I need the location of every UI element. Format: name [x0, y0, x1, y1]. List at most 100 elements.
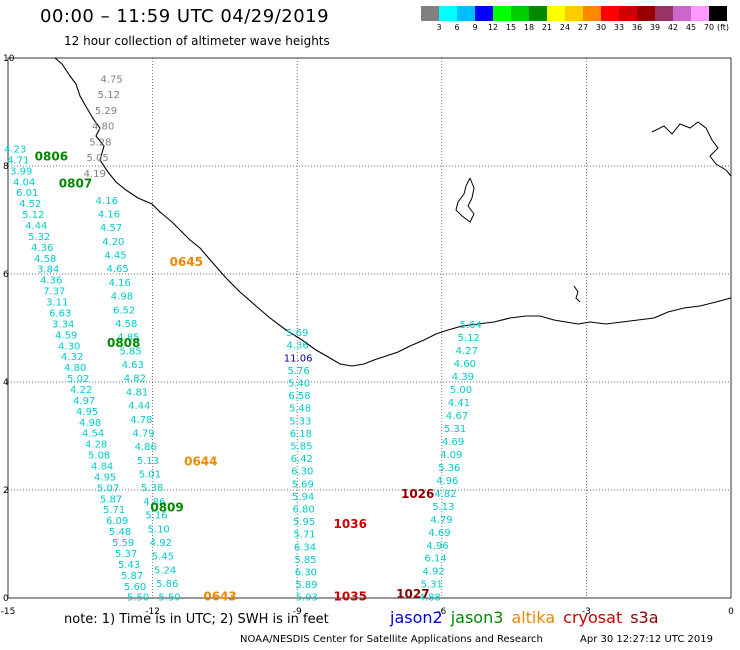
swh-value: 5.95 — [293, 517, 315, 528]
lake-outline — [455, 177, 475, 223]
satellite-key-item: s3a — [630, 608, 659, 627]
satellite-key-item: cryosat — [563, 608, 623, 627]
swh-value: 5.24 — [154, 565, 176, 576]
x-tick-label: -15 — [1, 607, 16, 617]
swh-value: 4.36 — [287, 341, 309, 352]
swh-value: 4.57 — [100, 223, 122, 234]
pass-time-label: 0644 — [184, 455, 217, 469]
legend-label: 6 — [454, 23, 460, 32]
pass-time-label: 0806 — [35, 150, 68, 164]
swh-value: 6.80 — [292, 505, 314, 516]
page-subtitle: 12 hour collection of altimeter wave hei… — [64, 34, 330, 48]
swh-value: 4.75 — [100, 74, 122, 85]
legend-swatch — [637, 6, 655, 21]
legend-label: 15 — [505, 23, 517, 32]
swh-value: 4.79 — [430, 515, 452, 526]
swh-value: 6.09 — [106, 516, 128, 527]
swh-value: 4.44 — [25, 221, 47, 232]
pass-time-label: 1035 — [334, 590, 367, 604]
x-tick-label: -3 — [582, 607, 591, 617]
swh-value: 4.65 — [106, 264, 128, 275]
swh-value: 6.18 — [290, 429, 312, 440]
swh-value: 4.92 — [423, 567, 445, 578]
swh-value: 3.34 — [52, 319, 74, 330]
swh-value: 5.85 — [119, 346, 141, 357]
swh-value: 4.96 — [426, 541, 448, 552]
legend-label: 70 — [703, 23, 715, 32]
swh-value: 4.82 — [124, 374, 146, 385]
swh-value: 4.85 — [117, 333, 139, 344]
altimeter-tracks: 4.234.713.994.046.014.525.124.445.324.36… — [4, 74, 482, 603]
swh-value: 5.59 — [112, 538, 134, 549]
swh-value: 6.14 — [424, 554, 446, 565]
swh-value: 4.88 — [419, 593, 441, 604]
swh-value: 5.89 — [295, 580, 317, 591]
swh-value: 4.54 — [82, 429, 104, 440]
legend-label: 3 — [436, 23, 442, 32]
swh-value: 4.39 — [452, 372, 474, 383]
swh-value: 4.71 — [7, 155, 29, 166]
swh-value: 5.31 — [444, 424, 466, 435]
legend-label: 33 — [613, 23, 625, 32]
legend-label: 30 — [595, 23, 607, 32]
swh-value: 4.82 — [434, 489, 456, 500]
color-legend: 3 6 9 12 15 18 21 24 27 30 33 36 39 42 45 70 (ft) — [421, 6, 730, 33]
swh-value: 4.20 — [102, 237, 124, 248]
swh-value: 6.63 — [49, 308, 71, 319]
swh-value: 4.69 — [442, 437, 464, 448]
swh-value: 4.63 — [122, 360, 144, 371]
swh-value: 4.95 — [94, 472, 116, 483]
legend-swatch — [583, 6, 601, 21]
swh-value: 5.31 — [421, 580, 443, 591]
swh-value: 4.58 — [115, 319, 137, 330]
swh-value: 11.06 — [284, 353, 313, 364]
swh-value: 5.94 — [292, 492, 314, 503]
satellite-key-item: jason3 — [450, 608, 504, 627]
y-tick-label: 6 — [3, 270, 9, 280]
pass-time-label: 1027 — [396, 587, 429, 601]
swh-value: 4.36 — [40, 276, 62, 287]
swh-value: 4.59 — [55, 330, 77, 341]
swh-value: 4.84 — [91, 462, 113, 473]
swh-value: 4.78 — [130, 415, 152, 426]
pass-time-label: 0645 — [170, 255, 203, 269]
legend-swatch — [691, 6, 709, 21]
swh-value: 6.30 — [291, 467, 313, 478]
legend-unit: (ft) — [716, 23, 730, 32]
pass-time-label: 0643 — [203, 590, 236, 604]
swh-value: 4.28 — [85, 440, 107, 451]
swh-value: 3.99 — [10, 166, 32, 177]
swh-value: 4.86 — [135, 442, 157, 453]
swh-value: 4.23 — [4, 145, 26, 156]
swh-value: 5.33 — [289, 416, 311, 427]
swh-value: 4.92 — [150, 538, 172, 549]
swh-value: 4.04 — [13, 177, 35, 188]
x-tick-label: 0 — [728, 607, 734, 617]
swh-value: 5.85 — [294, 555, 316, 566]
swh-value: 4.67 — [446, 411, 468, 422]
legend-label: 12 — [487, 23, 499, 32]
y-tick-label: 2 — [3, 486, 9, 496]
swh-value: 4.80 — [92, 122, 114, 133]
river-mouth-outline — [573, 285, 581, 303]
swh-value: 5.45 — [152, 552, 174, 563]
legend-swatch — [511, 6, 529, 21]
y-tick-label: 8 — [3, 162, 9, 172]
swh-value: 5.08 — [88, 451, 110, 462]
axis-tick-labels: -15 -12 -9 -6 -3 0 0 2 4 6 8 10 — [1, 54, 734, 617]
swh-value: 5.36 — [438, 463, 460, 474]
swh-value: 5.87 — [121, 571, 143, 582]
swh-value: 4.98 — [79, 418, 101, 429]
swh-value: 5.28 — [89, 137, 111, 148]
swh-value: 4.58 — [34, 254, 56, 265]
swh-value: 5.86 — [156, 579, 178, 590]
legend-swatch — [475, 6, 493, 21]
swh-value: 5.00 — [450, 385, 472, 396]
swh-value: 6.52 — [113, 305, 135, 316]
map-frame — [7, 57, 732, 599]
pass-time-label: 1036 — [334, 517, 367, 531]
legend-label: 21 — [541, 23, 553, 32]
legend-swatch — [673, 6, 691, 21]
swh-value: 5.12 — [98, 90, 120, 101]
swh-value: 6.58 — [288, 391, 310, 402]
